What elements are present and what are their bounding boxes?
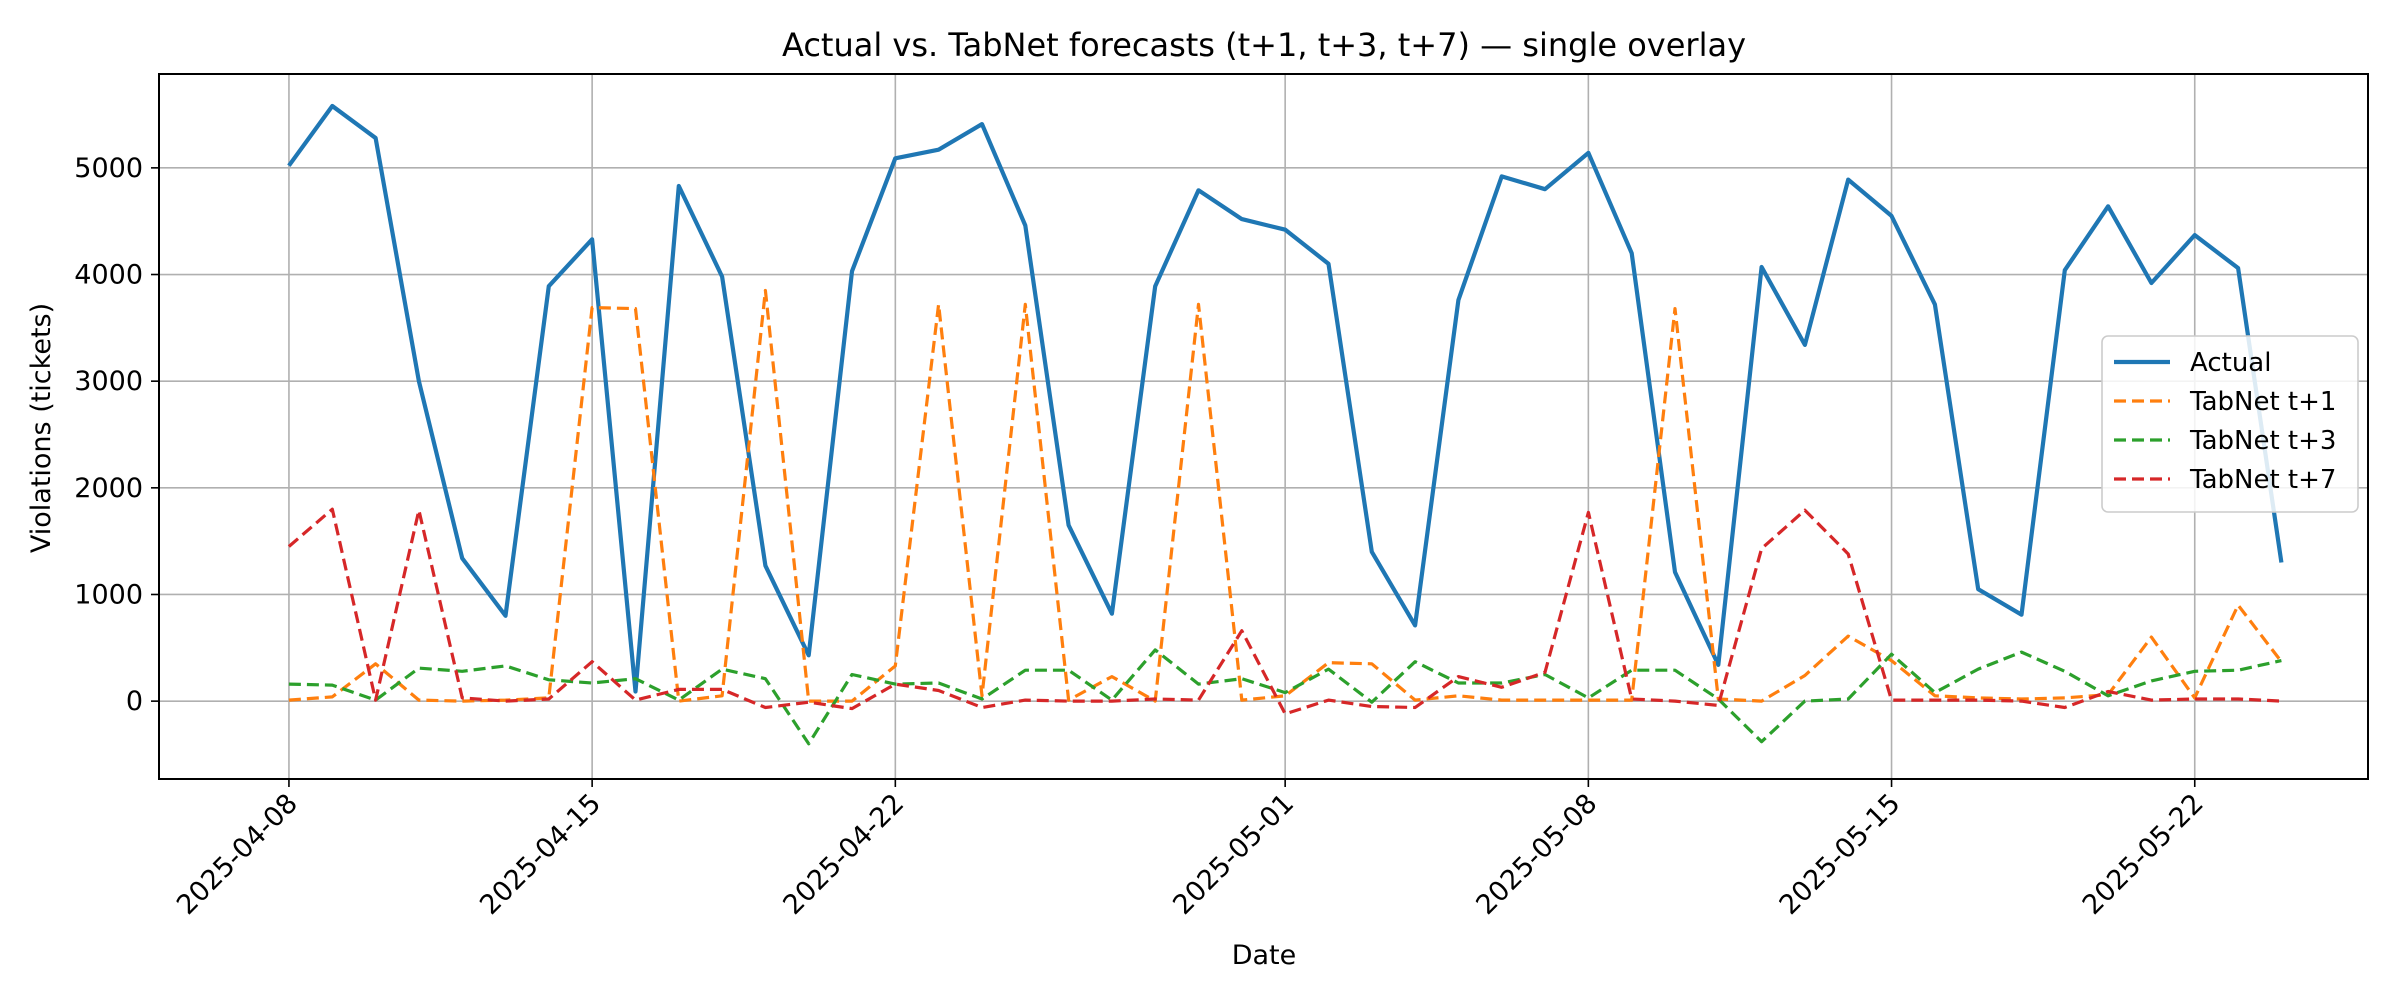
y-tick-label: 3000: [74, 366, 143, 397]
series-line-actual: [287, 103, 2284, 694]
series-line-tabnet-3: [287, 507, 2282, 716]
series-line-tabnet-1: [288, 288, 2283, 703]
series-lines: [287, 103, 2284, 746]
y-tick-label: 4000: [74, 260, 143, 291]
chart-title: Actual vs. TabNet forecasts (t+1, t+3, t…: [782, 26, 1746, 64]
legend-box: [2101, 335, 2359, 513]
y-axis-ticks: 0 1000 2000 3000 4000 5000: [74, 153, 159, 717]
plot-frame: [158, 73, 2369, 780]
y-tick-label: 0: [126, 686, 143, 717]
legend: Actual TabNet t+1 TabNet t+3 TabNet t+7: [2101, 335, 2359, 513]
legend-label: Actual: [2190, 348, 2271, 378]
y-axis-label: Violations (tickets): [26, 303, 57, 553]
legend-label: TabNet t+7: [2189, 465, 2336, 495]
legend-label: TabNet t+3: [2189, 426, 2336, 456]
y-tick-label: 2000: [74, 473, 143, 504]
y-tick-label: 5000: [74, 153, 143, 184]
y-tick-label: 1000: [74, 579, 143, 610]
series-line-tabnet-2: [288, 648, 2282, 746]
x-axis-label: Date: [1232, 940, 1297, 971]
legend-label: TabNet t+1: [2189, 387, 2336, 417]
